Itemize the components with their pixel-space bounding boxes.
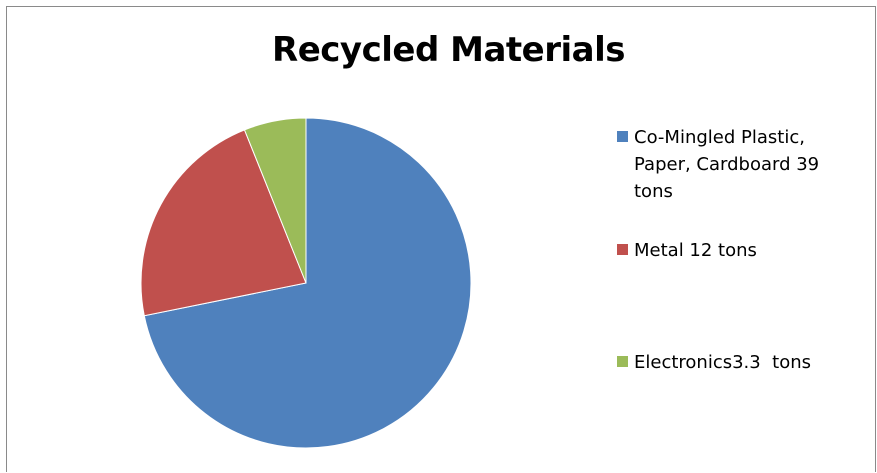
pie-slice-metal [140, 129, 307, 317]
legend-item-electronics: Electronics3.3 tons [617, 349, 857, 376]
legend-swatch-co-mingled [617, 131, 628, 142]
legend-label-metal: Metal 12 tons [634, 240, 757, 261]
chart-title: Recycled Materials [272, 30, 625, 70]
legend-item-metal: Metal 12 tons [617, 237, 857, 264]
legend-label-electronics: Electronics3.3 tons [634, 352, 812, 373]
legend-label-co-mingled: Co-Mingled Plastic, Paper, Cardboard 39 … [634, 127, 825, 202]
pie-slice-co-mingled [143, 117, 472, 449]
legend-swatch-electronics [617, 356, 628, 367]
legend-item-co-mingled: Co-Mingled Plastic, Paper, Cardboard 39 … [617, 124, 857, 205]
pie-slice-electronics [243, 117, 307, 284]
legend-swatch-metal [617, 244, 628, 255]
